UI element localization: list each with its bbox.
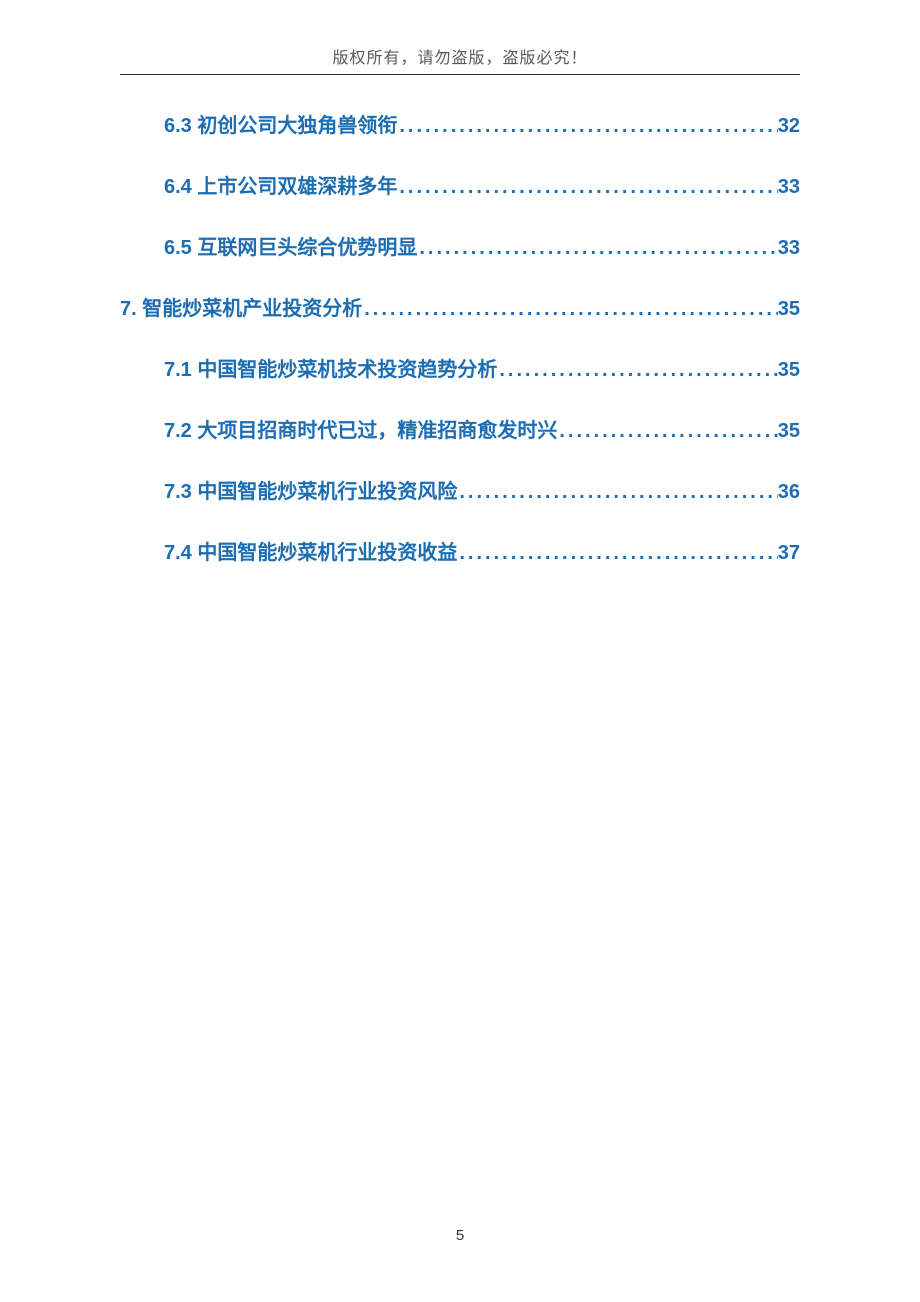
toc-leader-dots (397, 115, 777, 138)
toc-entry-title: 6.4 上市公司双雄深耕多年 (164, 170, 397, 199)
toc-entry[interactable]: 7.4 中国智能炒菜机行业投资收益 37 (120, 536, 800, 565)
toc-entry-title: 7.3 中国智能炒菜机行业投资风险 (164, 475, 457, 504)
toc-leader-dots (457, 481, 777, 504)
toc-entry-page: 33 (778, 176, 800, 199)
page-header: 版权所有，请勿盗版，盗版必究！ (0, 0, 920, 75)
toc-entry-title: 7.1 中国智能炒菜机技术投资趋势分析 (164, 353, 497, 382)
toc-entry[interactable]: 7.3 中国智能炒菜机行业投资风险 36 (120, 475, 800, 504)
toc-entry[interactable]: 6.4 上市公司双雄深耕多年 33 (120, 170, 800, 199)
toc-entry-page: 33 (778, 237, 800, 260)
toc-entry-page: 32 (778, 115, 800, 138)
toc-entry-page: 35 (778, 298, 800, 321)
toc-leader-dots (557, 420, 777, 443)
toc-leader-dots (417, 237, 777, 260)
toc-leader-dots (397, 176, 777, 199)
toc-entry-page: 36 (778, 481, 800, 504)
toc-entry[interactable]: 7. 智能炒菜机产业投资分析 35 (120, 292, 800, 321)
toc-entry-title: 7.4 中国智能炒菜机行业投资收益 (164, 536, 457, 565)
toc-entry-page: 35 (778, 420, 800, 443)
toc-leader-dots (362, 298, 778, 321)
toc-leader-dots (457, 542, 777, 565)
table-of-contents: 6.3 初创公司大独角兽领衔 32 6.4 上市公司双雄深耕多年 33 6.5 … (0, 75, 920, 565)
toc-entry-title: 7. 智能炒菜机产业投资分析 (120, 292, 362, 321)
toc-entry-title: 7.2 大项目招商时代已过，精准招商愈发时兴 (164, 414, 557, 443)
toc-entry[interactable]: 6.5 互联网巨头综合优势明显 33 (120, 231, 800, 260)
toc-leader-dots (497, 359, 777, 382)
toc-entry-page: 35 (778, 359, 800, 382)
page-number: 5 (0, 1227, 920, 1244)
toc-entry-page: 37 (778, 542, 800, 565)
copyright-notice: 版权所有，请勿盗版，盗版必究！ (0, 44, 920, 68)
toc-entry-title: 6.5 互联网巨头综合优势明显 (164, 231, 417, 260)
toc-entry[interactable]: 7.1 中国智能炒菜机技术投资趋势分析 35 (120, 353, 800, 382)
toc-entry[interactable]: 7.2 大项目招商时代已过，精准招商愈发时兴 35 (120, 414, 800, 443)
toc-entry-title: 6.3 初创公司大独角兽领衔 (164, 109, 397, 138)
toc-entry[interactable]: 6.3 初创公司大独角兽领衔 32 (120, 109, 800, 138)
